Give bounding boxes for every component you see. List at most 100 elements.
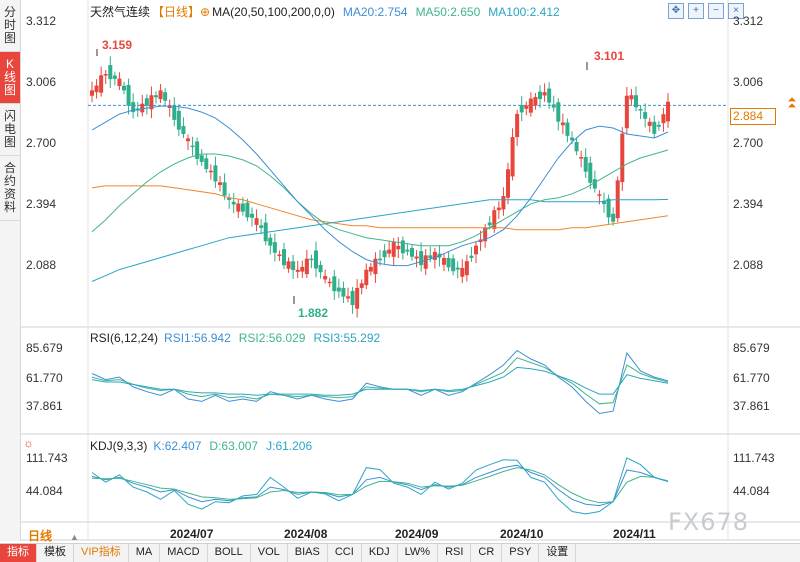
indicator-tabbar: 指标 模板 VIP指标 MA MACD BOLL VOL BIAS CCI KD…	[0, 543, 800, 562]
tab-psy[interactable]: PSY	[502, 544, 540, 562]
y-tick-right: 2.700	[733, 136, 764, 150]
candlestick	[652, 121, 657, 134]
candlestick	[574, 142, 579, 152]
ma50-line	[91, 149, 669, 247]
ma20-line	[91, 105, 669, 267]
tab-flash[interactable]: 闪电图	[0, 104, 20, 156]
period-button[interactable]: 日线 ▲	[28, 529, 79, 543]
candlestick	[199, 155, 204, 162]
tab-timeshare[interactable]: 分时图	[0, 0, 20, 52]
tab-vol[interactable]: VOL	[251, 544, 288, 562]
settings-icon[interactable]: ⊕	[200, 5, 211, 19]
candlestick	[268, 237, 273, 246]
d-value: D:63.007	[209, 439, 259, 453]
candlestick	[464, 261, 469, 276]
x-tick: 2024/07	[170, 527, 214, 541]
y-tick-right: 3.006	[733, 75, 764, 89]
candlestick	[410, 248, 414, 257]
tab-contract-info[interactable]: 合约资料	[0, 156, 20, 221]
tab-boll[interactable]: BOLL	[208, 544, 251, 562]
k-line	[91, 464, 669, 507]
candlestick	[387, 249, 392, 254]
move-icon[interactable]: ✥	[668, 3, 684, 19]
tab-cr[interactable]: CR	[471, 544, 503, 562]
candlestick	[112, 75, 117, 79]
zoom-in-icon[interactable]: +	[688, 3, 704, 19]
candlestick	[602, 201, 606, 204]
candlestick	[492, 210, 497, 229]
candlestick	[336, 287, 341, 292]
candlestick	[551, 104, 556, 108]
ma50-value: MA50:2.650	[415, 5, 481, 19]
candlestick	[240, 203, 245, 212]
rsi3-value: RSI3:55.292	[313, 331, 381, 345]
rsi2-line	[91, 357, 669, 405]
tab-lw[interactable]: LW%	[398, 544, 439, 562]
rsi-tick-left: 61.770	[26, 371, 63, 385]
y-tick-right: 3.312	[733, 14, 764, 28]
candlestick	[373, 258, 378, 275]
tab-ma[interactable]: MA	[129, 544, 161, 562]
candlestick	[382, 250, 387, 258]
low-annotation: 1.882	[298, 306, 329, 320]
rsi1-value: RSI1:56.942	[164, 331, 231, 345]
candlestick	[624, 95, 629, 129]
candlestick	[154, 95, 158, 98]
candlestick	[346, 296, 350, 299]
y-tick-left: 2.088	[26, 258, 57, 272]
rsi-tick-right: 37.861	[733, 399, 770, 413]
period-label[interactable]: 【日线】	[152, 5, 201, 19]
tab-cci[interactable]: CCI	[328, 544, 362, 562]
chart-header: 天然气连续 【日线】⊕ MA(20,50,100,200,0,0) MA20:2.75…	[90, 3, 560, 19]
ma100-value: MA100:2.412	[488, 5, 560, 19]
candlestick	[428, 255, 433, 259]
candlestick	[647, 121, 652, 126]
candlestick	[149, 95, 154, 110]
candlestick	[332, 276, 337, 292]
candlestick	[419, 251, 424, 266]
tab-macd[interactable]: MACD	[160, 544, 208, 562]
candlestick	[140, 103, 145, 113]
candlestick	[579, 157, 584, 159]
candlestick	[291, 261, 296, 271]
candlestick	[282, 249, 286, 266]
candlestick	[245, 202, 250, 218]
watermark: FX678	[668, 508, 750, 536]
candlestick	[355, 287, 360, 309]
candlestick	[250, 213, 254, 218]
candlestick	[286, 261, 291, 269]
tab-rsi[interactable]: RSI	[438, 544, 472, 562]
ma-params: MA(20,50,100,200,0,0)	[212, 5, 335, 19]
tab-settings[interactable]: 设置	[539, 544, 577, 562]
candlestick	[528, 98, 533, 113]
crosshair-icon[interactable]: ☼	[23, 436, 34, 450]
tab-kdj[interactable]: KDJ	[362, 544, 398, 562]
tab-vip-indicators[interactable]: VIP指标	[74, 544, 129, 562]
instrument-title: 天然气连续	[90, 5, 151, 19]
candlestick	[99, 75, 104, 93]
kdj-tick-left: 111.743	[26, 451, 68, 465]
candlestick	[656, 124, 661, 127]
candlestick	[661, 114, 666, 124]
close-icon[interactable]: ×	[728, 3, 744, 19]
candlestick	[208, 170, 213, 173]
candlestick	[259, 225, 264, 228]
price-arrow-icon	[788, 97, 796, 108]
zoom-out-icon[interactable]: −	[708, 3, 724, 19]
candlestick	[176, 110, 181, 130]
tab-indicators[interactable]: 指标	[0, 544, 37, 562]
tab-template[interactable]: 模板	[37, 544, 74, 562]
candlestick	[167, 105, 172, 108]
x-tick: 2024/10	[500, 527, 544, 541]
candlestick	[483, 227, 488, 242]
y-tick-right: 2.088	[733, 258, 764, 272]
candlestick	[90, 90, 94, 96]
candlestick	[515, 113, 520, 138]
candlestick	[172, 105, 177, 120]
candlestick	[666, 101, 670, 122]
tab-bias[interactable]: BIAS	[288, 544, 328, 562]
candlestick	[204, 158, 209, 170]
